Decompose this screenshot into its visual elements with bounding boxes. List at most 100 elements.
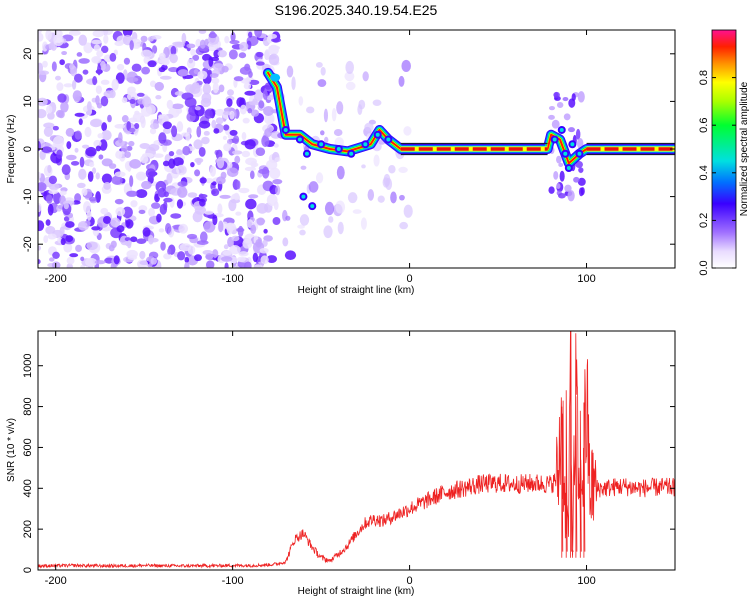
noise-blob <box>171 125 178 138</box>
noise-blob <box>47 164 52 174</box>
noise-blob <box>345 81 356 91</box>
noise-blob <box>196 158 202 166</box>
noise-blob <box>108 163 117 169</box>
noise-blob <box>74 147 79 153</box>
noise-blob <box>137 173 147 180</box>
noise-blob <box>89 118 102 128</box>
noise-blob <box>122 206 133 219</box>
noise-blob <box>59 190 67 196</box>
noise-blob <box>66 154 77 161</box>
x-tick-label: -100 <box>222 575 244 587</box>
colorbar-tick-label: 0.2 <box>698 213 710 228</box>
noise-blob <box>60 238 66 246</box>
signal-blob-core <box>336 147 341 151</box>
noise-blob <box>242 117 250 124</box>
noise-blob <box>148 234 154 245</box>
noise-blob <box>217 203 223 215</box>
noise-blob <box>111 175 123 185</box>
noise-blob <box>83 201 91 213</box>
noise-blob <box>116 63 125 71</box>
noise-blob <box>563 113 571 121</box>
noise-blob <box>274 157 281 162</box>
noise-blob <box>367 189 375 201</box>
noise-blob <box>179 243 192 252</box>
noise-blob <box>228 49 238 60</box>
noise-blob <box>226 98 233 107</box>
noise-blob <box>101 122 108 132</box>
noise-blob <box>235 211 242 216</box>
noise-blob <box>181 92 194 101</box>
noise-blob <box>169 53 178 64</box>
noise-blob <box>48 183 60 191</box>
noise-blob <box>65 221 75 228</box>
noise-blob <box>92 30 105 38</box>
noise-blob <box>323 108 328 123</box>
noise-blob <box>551 119 560 129</box>
noise-blob <box>38 245 41 251</box>
noise-blob <box>199 198 206 207</box>
noise-blob <box>176 150 184 155</box>
noise-blob <box>75 244 82 253</box>
noise-blob <box>184 256 190 263</box>
noise-blob <box>118 132 123 144</box>
y-tick-label: 10 <box>22 95 34 107</box>
noise-blob <box>361 164 366 169</box>
noise-blob <box>147 36 154 42</box>
noise-blob <box>149 128 157 135</box>
noise-blob <box>556 155 562 164</box>
noise-blob <box>182 145 191 156</box>
noise-blob <box>129 98 136 105</box>
noise-blob <box>209 73 219 78</box>
noise-blob <box>577 91 585 103</box>
noise-blob <box>401 59 411 73</box>
noise-blob <box>347 192 358 204</box>
noise-blob <box>163 253 172 260</box>
noise-blob <box>239 66 252 75</box>
spectrogram-plot <box>38 30 675 268</box>
signal-blob-core <box>552 137 557 142</box>
noise-blob <box>398 75 405 87</box>
noise-blob <box>252 252 258 263</box>
noise-blob <box>230 31 236 42</box>
noise-blob <box>573 176 580 183</box>
signal-blob-core <box>297 137 302 142</box>
noise-blob <box>115 72 125 84</box>
noise-blob <box>126 91 139 102</box>
noise-blob <box>266 255 278 264</box>
noise-blob <box>141 180 152 190</box>
noise-blob <box>195 38 202 48</box>
noise-blob <box>204 210 214 215</box>
noise-blob <box>100 207 109 215</box>
noise-blob <box>126 77 139 83</box>
noise-blob <box>57 93 67 103</box>
noise-blob <box>190 48 196 56</box>
noise-blob <box>186 233 198 240</box>
noise-blob <box>111 78 119 91</box>
noise-blob <box>56 149 63 159</box>
noise-blob <box>291 76 296 91</box>
noise-blob <box>372 99 382 106</box>
noise-blob <box>142 227 151 237</box>
noise-blob <box>47 112 55 120</box>
noise-blob <box>73 73 83 83</box>
noise-blob <box>71 79 77 90</box>
noise-blob <box>222 135 228 141</box>
noise-blob <box>209 166 216 177</box>
noise-blob <box>267 116 274 124</box>
noise-blob <box>229 245 241 255</box>
x-tick-label: -200 <box>45 273 67 285</box>
noise-blob <box>91 226 101 231</box>
noise-blob <box>52 135 65 148</box>
noise-blob <box>148 207 155 217</box>
noise-blob <box>224 262 229 268</box>
noise-blob <box>115 150 123 159</box>
noise-blob <box>259 247 269 254</box>
noise-blob <box>87 171 94 182</box>
noise-blob <box>194 254 202 262</box>
noise-blob <box>226 167 239 178</box>
noise-blob <box>223 124 230 131</box>
noise-blob <box>95 145 101 152</box>
noise-blob <box>254 30 263 38</box>
noise-blob <box>336 101 344 115</box>
